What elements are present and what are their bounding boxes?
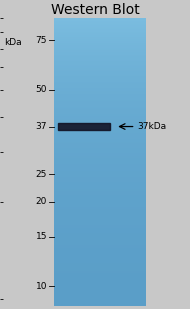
Text: 15: 15 <box>36 232 47 241</box>
Text: 37: 37 <box>36 122 47 131</box>
Bar <box>58 123 110 130</box>
Title: Western Blot: Western Blot <box>51 3 139 17</box>
Text: 25: 25 <box>36 170 47 179</box>
Text: 50: 50 <box>36 85 47 94</box>
Text: 20: 20 <box>36 197 47 206</box>
Text: kDa: kDa <box>5 38 22 47</box>
Text: 10: 10 <box>36 282 47 291</box>
Text: 75: 75 <box>36 36 47 45</box>
Text: 37kDa: 37kDa <box>137 122 167 131</box>
